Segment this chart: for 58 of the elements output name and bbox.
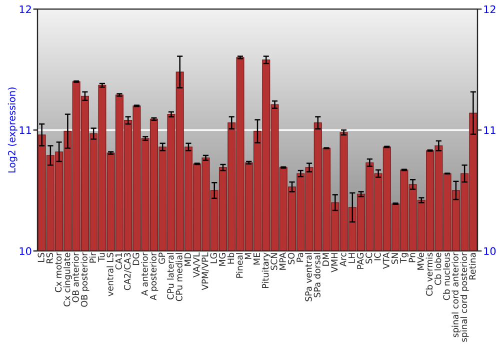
x-tick-label: MVe <box>417 252 424 270</box>
x-tick-label: A posterior <box>150 252 158 300</box>
x-tick-label: OB posterior <box>80 252 90 307</box>
x-tick-label: VPM/VPL <box>202 252 209 290</box>
x-tick-label: Cx cingulate <box>63 252 72 306</box>
x-tick-label: Pituitary <box>262 252 270 288</box>
x-tick-label: Cb vermis <box>426 252 433 296</box>
x-tick-label: Tu <box>98 253 105 262</box>
x-tick-label: spinal cord anterior <box>452 252 460 338</box>
x-tick-label: SC <box>366 252 372 264</box>
x-tick-label: Cb nucleus <box>443 252 450 300</box>
x-tick-label: ME <box>254 252 260 265</box>
x-tick-label: CPu medial <box>176 253 182 302</box>
y2-tick-label: 11 <box>484 126 496 134</box>
x-tick-label: CPu lateral <box>166 253 174 300</box>
x-tick-label: LS <box>38 252 44 262</box>
x-tick-label: VA/VL <box>193 252 200 278</box>
x-tick-label: LH <box>348 253 355 263</box>
x-tick-label: CA2/CA3 <box>124 253 132 290</box>
x-tick-label: DM <box>322 253 329 266</box>
y2-tick-label: 12 <box>484 5 496 14</box>
x-tick-label: LG <box>210 253 217 264</box>
x-tick-label: MD <box>184 252 191 266</box>
x-tick-label: VMH <box>331 253 338 272</box>
y-tick-label: 10 <box>20 247 32 256</box>
x-tick-label: IC <box>374 252 381 260</box>
x-tick-label: MPA <box>279 252 286 270</box>
y2-tick-label: 10 <box>484 247 496 256</box>
x-tick-label: OB anterior <box>72 252 79 302</box>
x-tick-label: Cb lobe <box>434 252 442 286</box>
y-tick-label: 12 <box>20 5 31 14</box>
x-tick-label: Retina <box>468 253 476 280</box>
x-tick-label: Hb <box>227 252 234 264</box>
x-tick-label: Arc <box>340 252 346 266</box>
x-tick-label: PAG <box>356 253 364 269</box>
x-tick-label: RS <box>46 252 53 264</box>
y-tick-label: 11 <box>20 126 31 134</box>
x-tick-label: Pa <box>296 253 304 262</box>
x-tick-label: Pir <box>89 252 96 263</box>
x-tick-label: Cx motor <box>54 252 62 292</box>
x-tick-label: CA1 <box>115 253 122 270</box>
y-axis-title: Log2 (expression) <box>8 88 18 172</box>
x-tick-label: Pineal <box>236 253 243 278</box>
x-tick-label: SPa ventral <box>305 253 312 302</box>
x-tick-label: Pn <box>408 253 416 262</box>
x-tick-label: GP <box>158 252 166 264</box>
x-tick-label: SN <box>391 253 398 264</box>
x-tick-label: DG <box>132 253 140 265</box>
x-tick-label: spinal cord posterior <box>460 252 469 342</box>
x-tick-label: SCN <box>270 253 278 270</box>
x-tick-label: M <box>244 253 252 260</box>
x-tick-label: SPa dorsal <box>314 253 320 298</box>
x-tick-label: Tg <box>400 253 408 264</box>
x-tick-label: VTA <box>382 252 390 269</box>
x-tick-label: A anterior <box>141 252 148 296</box>
x-tick-label: MG <box>218 253 226 266</box>
x-tick-label: ventral LS <box>106 252 114 296</box>
x-tick-label: SO <box>288 252 295 264</box>
